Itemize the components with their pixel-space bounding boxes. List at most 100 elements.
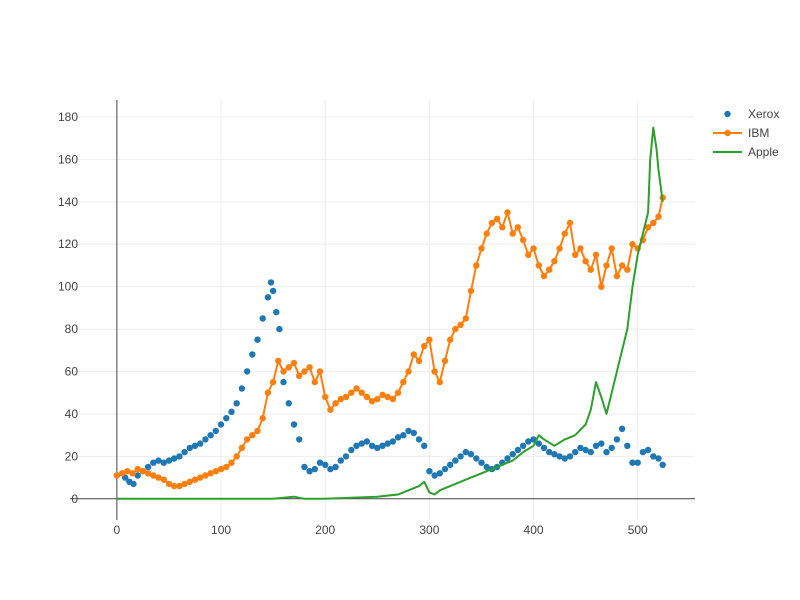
series-xerox-point	[556, 453, 563, 460]
legend-apple-label: Apple	[748, 145, 779, 159]
series-xerox-point	[577, 444, 584, 452]
series-apple	[116, 126, 664, 500]
series-xerox-point	[160, 459, 167, 466]
series-ibm-point	[582, 258, 589, 265]
x-tick-label: 100	[211, 523, 231, 537]
series-xerox-point	[264, 294, 272, 301]
series-ibm-point	[207, 470, 214, 477]
series-xerox-point	[144, 463, 152, 471]
series-ibm-point	[509, 230, 516, 237]
legend-item-xerox[interactable]: Xerox	[724, 107, 779, 121]
series-xerox-point	[384, 440, 391, 447]
series-xerox-point	[650, 453, 657, 460]
series-xerox-point	[561, 455, 568, 462]
series-xerox-point	[452, 457, 459, 464]
legend-item-ibm[interactable]: IBM	[713, 126, 769, 140]
y-tick-label: 20	[65, 449, 79, 463]
series-xerox-point	[165, 457, 173, 464]
series-ibm-point	[311, 378, 318, 386]
series-ibm-point	[171, 482, 178, 490]
y-tick-label: 120	[58, 237, 78, 251]
series-xerox-point	[353, 442, 360, 449]
series-xerox-point	[436, 470, 443, 477]
series-ibm-point	[655, 213, 662, 220]
series-ibm-point	[306, 364, 313, 371]
series-ibm-point	[228, 459, 235, 466]
x-tick-label: 300	[419, 523, 439, 537]
series-ibm-point	[488, 219, 496, 227]
series-xerox-point	[613, 436, 621, 443]
series-xerox-point	[233, 400, 240, 407]
series-xerox-point	[504, 455, 511, 462]
series-ibm-point	[113, 472, 121, 479]
y-tick-label: 40	[65, 407, 79, 421]
series-ibm-point	[118, 470, 126, 477]
series-xerox-point	[566, 453, 574, 460]
series-ibm-point	[530, 245, 537, 252]
series-ibm-point	[629, 241, 636, 248]
series-ibm-point	[348, 389, 355, 396]
series-ibm-point	[514, 224, 522, 231]
x-tick-label: 0	[114, 523, 121, 537]
series-ibm-point	[285, 364, 292, 371]
series-ibm-point	[275, 357, 282, 365]
series-xerox-point	[655, 455, 662, 462]
series-xerox-point	[368, 442, 376, 449]
series-xerox-point	[306, 468, 313, 475]
y-tick-label: 180	[58, 110, 78, 124]
series-ibm-point	[394, 389, 402, 396]
series-xerox-point	[316, 459, 324, 466]
series-xerox-point	[473, 455, 480, 462]
series-xerox-point	[322, 461, 329, 468]
series-xerox-point	[394, 434, 402, 441]
series-xerox-point	[608, 444, 615, 452]
legend[interactable]: Xerox IBM Apple	[713, 107, 779, 159]
series-xerox-point	[191, 442, 199, 449]
series-ibm-point	[181, 480, 188, 488]
series-ibm-point	[540, 272, 548, 280]
series-ibm-point	[202, 472, 209, 479]
series-xerox-point	[519, 442, 527, 449]
series-ibm-point	[441, 357, 449, 365]
series-xerox-point	[405, 427, 412, 435]
series-ibm-point	[608, 245, 615, 252]
series-ibm-point	[322, 393, 329, 401]
legend-item-apple[interactable]: Apple	[713, 145, 779, 159]
series-ibm-point	[644, 224, 652, 231]
series-xerox-point	[363, 438, 371, 445]
series-ibm-point	[603, 262, 610, 269]
legend-ibm-label: IBM	[748, 126, 769, 140]
series-ibm-point	[150, 472, 157, 479]
series-xerox-point	[254, 336, 261, 343]
series-xerox-point	[269, 287, 277, 295]
series-ibm-point	[301, 368, 308, 375]
series-xerox-point	[290, 421, 298, 428]
series-ibm	[113, 194, 666, 490]
series-ibm-point	[613, 272, 621, 280]
series-ibm-point	[191, 476, 199, 483]
series-xerox-point	[348, 446, 355, 454]
series-ibm-point	[431, 368, 438, 375]
series-ibm-point	[535, 262, 542, 269]
series-ibm-point	[624, 266, 631, 273]
series-ibm-point	[457, 321, 464, 328]
series-ibm-point	[337, 395, 344, 403]
series-xerox-point	[525, 438, 532, 445]
series-xerox-point	[332, 463, 339, 471]
series-ibm-point	[316, 368, 324, 375]
series-ibm-point	[519, 236, 527, 244]
series-ibm-point	[134, 465, 141, 473]
series-ibm-point	[618, 262, 626, 269]
series-xerox-point	[181, 448, 188, 456]
legend-xerox-marker	[724, 110, 731, 118]
series-ibm-point	[499, 224, 506, 231]
series-xerox-point	[426, 468, 433, 475]
series-ibm-point	[353, 385, 360, 392]
series-xerox-point	[457, 453, 464, 460]
series-xerox-point	[150, 459, 157, 466]
series-xerox-point	[546, 448, 553, 456]
series-xerox-point	[441, 465, 449, 473]
series-ibm-point	[223, 463, 230, 471]
series-xerox-point	[447, 461, 454, 468]
